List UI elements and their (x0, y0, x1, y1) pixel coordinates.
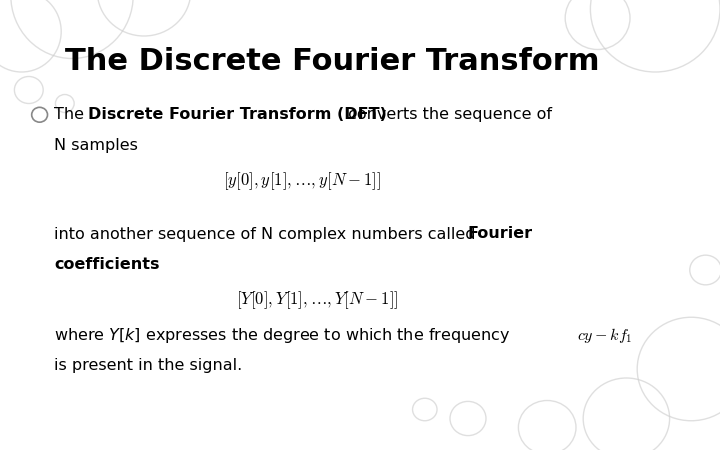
Text: The: The (54, 107, 89, 122)
Text: $[Y[0], Y[1], \ldots, Y[N-1]]$: $[Y[0], Y[1], \ldots, Y[N-1]]$ (235, 290, 398, 311)
Text: into another sequence of N complex numbers called: into another sequence of N complex numbe… (54, 226, 481, 242)
Ellipse shape (97, 0, 191, 36)
Text: The Discrete Fourier Transform: The Discrete Fourier Transform (65, 47, 599, 76)
Ellipse shape (32, 107, 48, 122)
Ellipse shape (583, 378, 670, 450)
Text: is present in the signal.: is present in the signal. (54, 358, 242, 374)
Ellipse shape (0, 0, 61, 72)
Text: $cy - kf_1$: $cy - kf_1$ (577, 326, 633, 345)
Text: Fourier: Fourier (468, 226, 533, 242)
Ellipse shape (518, 400, 576, 450)
Ellipse shape (690, 255, 720, 285)
Text: N samples: N samples (54, 138, 138, 153)
Text: coefficients: coefficients (54, 257, 160, 272)
Ellipse shape (637, 317, 720, 421)
Text: where $Y[k]$ expresses the degree to which the frequency: where $Y[k]$ expresses the degree to whi… (54, 326, 510, 345)
Text: $[y[0], y[1], \ldots, y[N-1]]$: $[y[0], y[1], \ldots, y[N-1]]$ (223, 171, 382, 192)
Ellipse shape (413, 398, 437, 421)
Ellipse shape (450, 401, 486, 436)
Ellipse shape (590, 0, 720, 72)
Ellipse shape (14, 76, 43, 104)
Text: Discrete Fourier Transform (DFT): Discrete Fourier Transform (DFT) (88, 107, 387, 122)
Ellipse shape (55, 94, 74, 112)
Ellipse shape (565, 0, 630, 50)
Text: converts the sequence of: converts the sequence of (343, 107, 552, 122)
Ellipse shape (11, 0, 133, 58)
